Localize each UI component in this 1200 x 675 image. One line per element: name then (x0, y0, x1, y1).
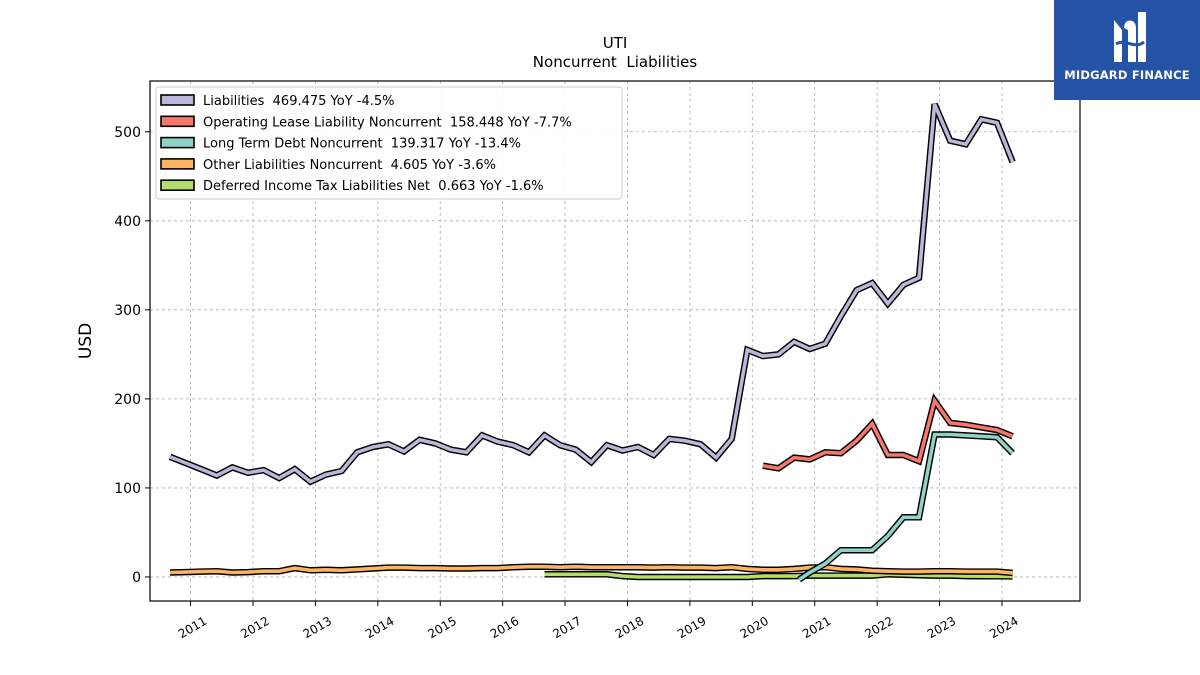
series-line-long-term-debt-noncurrent (797, 431, 1015, 583)
legend-swatch (160, 158, 195, 170)
series-stroke (798, 432, 1014, 582)
legend-entry: Long Term Debt Noncurrent 139.317 YoY -1… (203, 137, 521, 152)
legend-swatch (160, 94, 195, 106)
y-tick-label: 100 (114, 481, 141, 497)
brand-name: MIDGARD FINANCE (1064, 68, 1190, 82)
legend-box (155, 86, 623, 200)
x-tick-label: 2018 (613, 614, 646, 641)
y-tick-label: 300 (114, 303, 141, 319)
x-tick-label: 2022 (862, 614, 895, 641)
y-axis-label: USD (76, 323, 96, 359)
series-line-deferred-income-tax-liabilities-net (544, 571, 1013, 581)
chart-title: UTI (603, 34, 628, 52)
x-tick-label: 2017 (550, 614, 583, 641)
y-tick-label: 500 (114, 125, 141, 141)
midgard-monogram-icon (1114, 12, 1146, 62)
legend-swatch (160, 136, 195, 149)
plot-frame (149, 80, 1081, 602)
x-tick-label: 2016 (488, 614, 521, 641)
x-tick-label: 2021 (800, 614, 833, 641)
legend: Liabilities 469.475 YoY -4.5% Operating L… (155, 86, 623, 200)
x-tick-label: 2011 (176, 614, 209, 641)
x-tick-label: 2012 (238, 614, 271, 641)
series-lines (168, 102, 1016, 583)
legend-entry: Other Liabilities Noncurrent 4.605 YoY -… (203, 158, 496, 173)
x-tick-label: 2015 (426, 614, 459, 641)
x-tick-label: 2014 (363, 614, 396, 641)
x-tick-label: 2013 (301, 614, 334, 641)
chart-subtitle: Noncurrent Liabilities (533, 53, 698, 71)
x-tick-label: 2019 (675, 614, 708, 641)
x-tick-label: 2020 (738, 614, 771, 641)
legend-entry: Liabilities 469.475 YoY -4.5% (203, 94, 395, 109)
legend-entry: Operating Lease Liability Noncurrent 158… (203, 115, 572, 130)
legend-swatch (160, 115, 195, 128)
y-tick-label: 0 (132, 570, 141, 586)
brand-logo: MIDGARD FINANCE (1054, 0, 1200, 100)
legend-entry: Deferred Income Tax Liabilities Net 0.66… (203, 179, 544, 194)
legend-swatch (160, 179, 195, 191)
series-line-other-liabilities-noncurrent (169, 563, 1013, 577)
series-line-liabilities (168, 102, 1016, 486)
y-tick-label: 200 (114, 392, 141, 408)
x-tick-label: 2024 (987, 614, 1020, 641)
x-tick-label: 2023 (925, 614, 958, 641)
series-stroke (169, 103, 1015, 484)
series-stroke (169, 564, 1013, 575)
series-line-operating-lease-liability-noncurrent (762, 393, 1014, 472)
y-tick-label: 400 (114, 214, 141, 230)
series-stroke (762, 396, 1014, 471)
series-stroke (544, 572, 1013, 579)
